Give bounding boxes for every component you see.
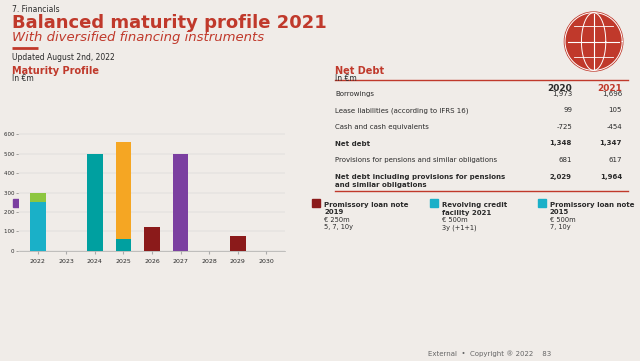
Text: Lease liabilities (according to IFRS 16): Lease liabilities (according to IFRS 16) <box>335 108 468 114</box>
Text: Borrowings: Borrowings <box>335 91 374 97</box>
Text: € 500m
6.5y
Coupon 1.25%: € 500m 6.5y Coupon 1.25% <box>211 217 259 238</box>
Text: Promissory loan note
2015: Promissory loan note 2015 <box>550 202 634 216</box>
Text: 1,348: 1,348 <box>550 140 572 147</box>
Text: -725: -725 <box>556 124 572 130</box>
Text: 1,973: 1,973 <box>552 91 572 97</box>
Circle shape <box>564 12 623 71</box>
Text: € 500m
7y
Coupon 1.375%: € 500m 7y Coupon 1.375% <box>25 217 77 238</box>
Text: Net Debt: Net Debt <box>335 66 384 76</box>
Text: Maturity Profile: Maturity Profile <box>12 66 99 76</box>
Bar <box>230 236 246 251</box>
Bar <box>198 199 206 207</box>
Bar <box>538 199 545 207</box>
Text: 99: 99 <box>563 108 572 113</box>
Text: Eurobond
2020: Eurobond 2020 <box>25 202 63 216</box>
Text: € 500m
3y (+1+1): € 500m 3y (+1+1) <box>442 217 477 231</box>
Text: In €m: In €m <box>12 74 34 83</box>
Text: Provisions for pensions and similar obligations: Provisions for pensions and similar obli… <box>335 157 497 163</box>
Text: 2021: 2021 <box>597 84 622 93</box>
Text: External  •  Copyright ® 2022    83: External • Copyright ® 2022 83 <box>428 350 552 357</box>
Text: 7. Financials: 7. Financials <box>12 5 60 14</box>
Bar <box>173 154 188 251</box>
Text: 2,029: 2,029 <box>550 174 572 179</box>
Text: Money market line: Money market line <box>124 202 198 208</box>
Bar <box>312 199 321 207</box>
Text: Promissory loan note
2019: Promissory loan note 2019 <box>324 202 409 216</box>
Text: 1,347: 1,347 <box>600 140 622 147</box>
Text: Net debt including provisions for pensions
and similar obligations: Net debt including provisions for pensio… <box>335 174 505 187</box>
Bar <box>87 154 103 251</box>
Text: 681: 681 <box>559 157 572 163</box>
Text: 2020: 2020 <box>547 84 572 93</box>
Text: € 500m
7, 10y: € 500m 7, 10y <box>550 217 575 231</box>
Text: Updated August 2nd, 2022: Updated August 2nd, 2022 <box>12 53 115 62</box>
Text: With diversified financing instruments: With diversified financing instruments <box>12 31 264 44</box>
Text: Revolving credit
facility 2021: Revolving credit facility 2021 <box>442 202 508 216</box>
Bar <box>30 203 45 251</box>
Bar <box>13 199 20 207</box>
Text: 105: 105 <box>609 108 622 113</box>
Text: € 250m
5, 7, 10y: € 250m 5, 7, 10y <box>324 217 353 231</box>
Bar <box>144 227 160 251</box>
Text: 617: 617 <box>609 157 622 163</box>
Bar <box>116 142 131 239</box>
Text: -454: -454 <box>606 124 622 130</box>
Text: Balanced maturity profile 2021: Balanced maturity profile 2021 <box>12 14 327 32</box>
Text: Eurobond
2019: Eurobond 2019 <box>211 202 248 216</box>
Text: Net debt: Net debt <box>335 140 370 147</box>
Text: Cash and cash equivalents: Cash and cash equivalents <box>335 124 429 130</box>
Bar <box>112 199 120 207</box>
Text: 1,964: 1,964 <box>600 174 622 179</box>
Bar <box>116 239 131 251</box>
Text: 1,696: 1,696 <box>602 91 622 97</box>
Text: In €m: In €m <box>335 74 356 83</box>
Bar <box>430 199 438 207</box>
Bar <box>30 193 45 203</box>
